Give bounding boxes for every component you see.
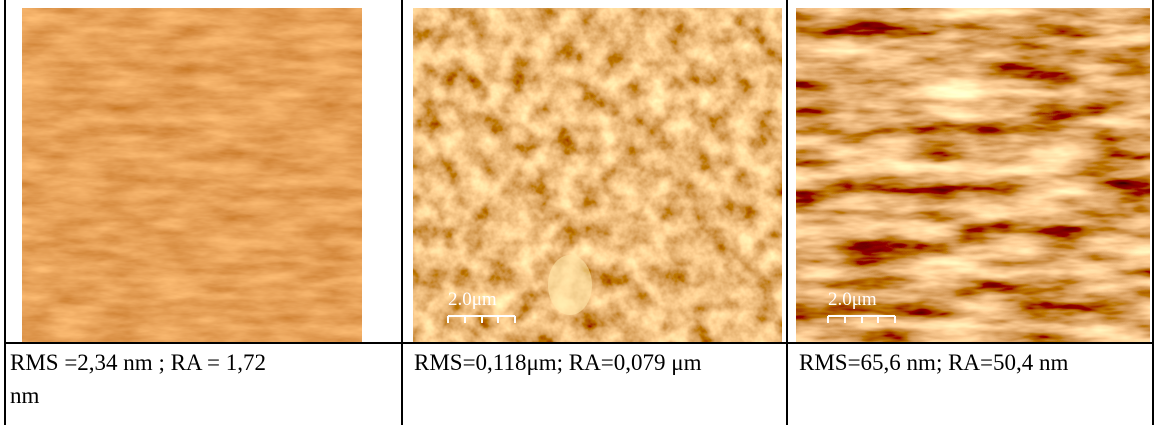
scale-bar-label: 2.0μm [828,289,877,310]
caption: RMS=0,118μm; RA=0,079 μm [414,346,774,379]
table-border [786,0,788,425]
caption: RMS=65,6 nm; RA=50,4 nm [799,346,1099,379]
page: 2.0μm 2.0μm RMS =2,34 nm ; RA = 1,72 nm … [0,0,1157,425]
table-border [4,342,1154,344]
table-border [401,0,403,425]
afm-image [22,8,362,343]
table-border [4,0,6,425]
images: 2.0μm 2.0μm [0,0,1157,345]
bright-spot [548,255,592,315]
table-border [1152,0,1154,425]
scale-bar-label: 2.0μm [448,289,497,310]
caption: RMS =2,34 nm ; RA = 1,72 nm [10,346,298,412]
